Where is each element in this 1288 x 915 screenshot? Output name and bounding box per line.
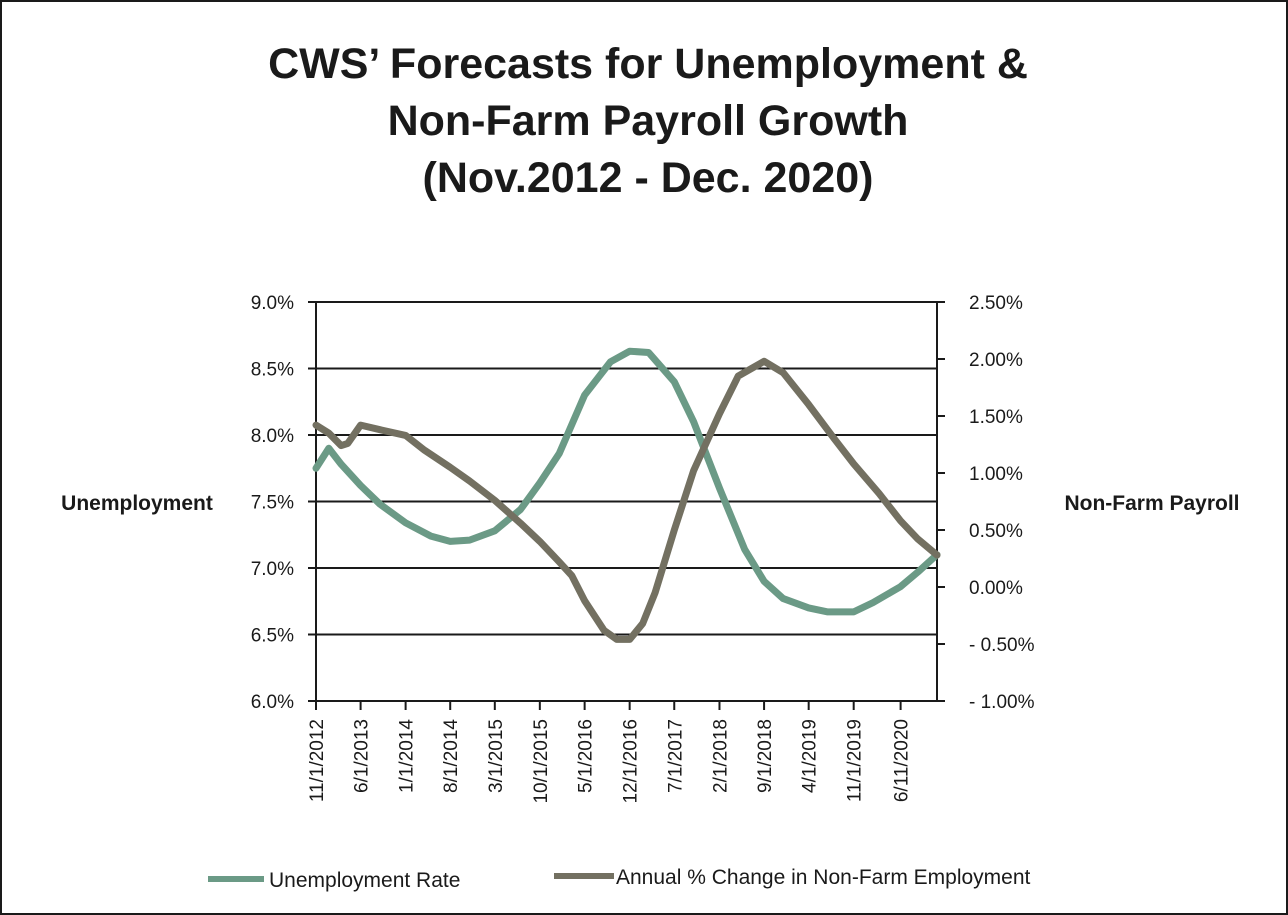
x-tick-label-0: 11/1/2012 xyxy=(307,719,328,802)
x-tick-label-6: 5/1/2016 xyxy=(576,719,597,793)
chart-title-line-2: Non-Farm Payroll Growth xyxy=(388,97,909,145)
x-tick-label-2: 1/1/2014 xyxy=(397,719,418,793)
series-line-unemployment-rate xyxy=(312,347,941,616)
chart-title-line-3: (Nov.2012 - Dec. 2020) xyxy=(423,154,874,202)
x-tick-label-1: 6/1/2013 xyxy=(352,719,373,793)
left-axis-ticks: 6.0% 6.5% 7.0% 7.5% 8.0% 8.5% 9.0% xyxy=(251,293,316,713)
left-axis-title: Unemployment xyxy=(61,492,213,515)
x-tick-label-12: 11/1/2019 xyxy=(845,719,866,802)
x-axis-ticks: 11/1/2012 6/1/2013 1/1/2014 8/1/2014 3/1/201… xyxy=(307,701,913,804)
chart-title-line-1: CWS’ Forecasts for Unemployment & xyxy=(268,40,1028,88)
left-tick-label-2: 7.0% xyxy=(251,559,294,580)
right-tick-label-7: 2.50% xyxy=(969,293,1023,314)
x-tick-label-4: 3/1/2015 xyxy=(486,719,507,793)
right-tick-label-0: - 1.00% xyxy=(969,692,1035,713)
right-tick-label-3: 0.50% xyxy=(969,521,1023,542)
legend-label-unemployment-rate: Unemployment Rate xyxy=(269,869,460,892)
x-tick-label-8: 7/1/2017 xyxy=(665,719,686,793)
left-tick-label-6: 9.0% xyxy=(251,293,294,314)
x-tick-label-5: 10/1/2015 xyxy=(531,719,552,804)
x-tick-label-7: 12/1/2016 xyxy=(621,719,642,804)
legend-label-non-farm-employment: Annual % Change in Non-Farm Employment xyxy=(616,866,1031,889)
right-tick-label-2: 0.00% xyxy=(969,578,1023,599)
right-tick-label-6: 2.00% xyxy=(969,350,1023,371)
x-tick-label-9: 2/1/2018 xyxy=(710,719,731,793)
gridlines xyxy=(316,301,937,636)
left-tick-label-4: 8.0% xyxy=(251,426,294,447)
right-axis-ticks: - 1.00% - 0.50% 0.00% 0.50% 1.00% 1.50% 2.00% 2… xyxy=(937,293,1035,713)
series xyxy=(312,347,941,643)
left-tick-label-0: 6.0% xyxy=(251,692,294,713)
right-axis-title: Non-Farm Payroll xyxy=(1064,492,1239,515)
left-tick-label-1: 6.5% xyxy=(251,626,294,647)
x-tick-label-11: 4/1/2019 xyxy=(800,719,821,793)
x-tick-label-10: 9/1/2018 xyxy=(755,719,776,793)
left-tick-label-3: 7.5% xyxy=(251,493,294,514)
left-tick-label-5: 8.5% xyxy=(251,360,294,381)
x-tick-label-3: 8/1/2014 xyxy=(441,719,462,793)
series-line-annual-change-in-non-farm-employment xyxy=(312,357,941,643)
legend: Unemployment Rate Annual % Change in Non… xyxy=(208,866,1031,892)
right-tick-label-4: 1.00% xyxy=(969,464,1023,485)
right-tick-label-5: 1.50% xyxy=(969,407,1023,428)
chart-title: CWS’ Forecasts for Unemployment & Non-Fa… xyxy=(268,40,1028,202)
right-tick-label-1: - 0.50% xyxy=(969,635,1035,656)
x-tick-label-13: 6/11/2020 xyxy=(892,719,913,802)
